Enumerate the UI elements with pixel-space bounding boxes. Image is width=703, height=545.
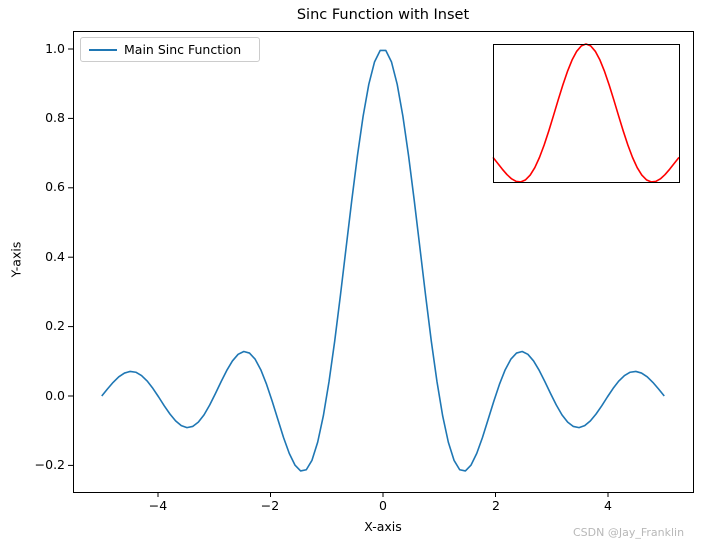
legend: Main Sinc Function — [80, 37, 260, 62]
y-tick-label: 1.0 — [45, 41, 65, 56]
main-sinc-line — [101, 49, 665, 472]
x-tick-label: 4 — [604, 498, 612, 513]
chart-title: Sinc Function with Inset — [296, 7, 470, 23]
x-tick-label: 0 — [379, 498, 387, 513]
y-tick-label: 0.2 — [45, 318, 65, 333]
y-tick-label: −0.2 — [34, 457, 65, 472]
x-axis-label: X-axis — [364, 519, 402, 534]
inset-axes-frame — [493, 44, 680, 183]
inset-axes-background — [493, 44, 679, 182]
y-tick-label: 0.4 — [45, 249, 65, 264]
y-tick-marks — [68, 48, 73, 466]
x-tick-label: −2 — [260, 498, 280, 513]
legend-label: Main Sinc Function — [124, 42, 242, 57]
x-tick-label: 2 — [492, 498, 500, 513]
x-tick-marks — [157, 492, 609, 497]
y-tick-label: 0.6 — [45, 179, 65, 194]
watermark: CSDN @Jay_Franklin — [573, 526, 685, 539]
y-tick-label: 0.8 — [45, 110, 65, 125]
legend-line-swatch-icon — [89, 49, 117, 51]
y-tick-label: 0.0 — [45, 388, 65, 403]
x-tick-label: −4 — [148, 498, 168, 513]
